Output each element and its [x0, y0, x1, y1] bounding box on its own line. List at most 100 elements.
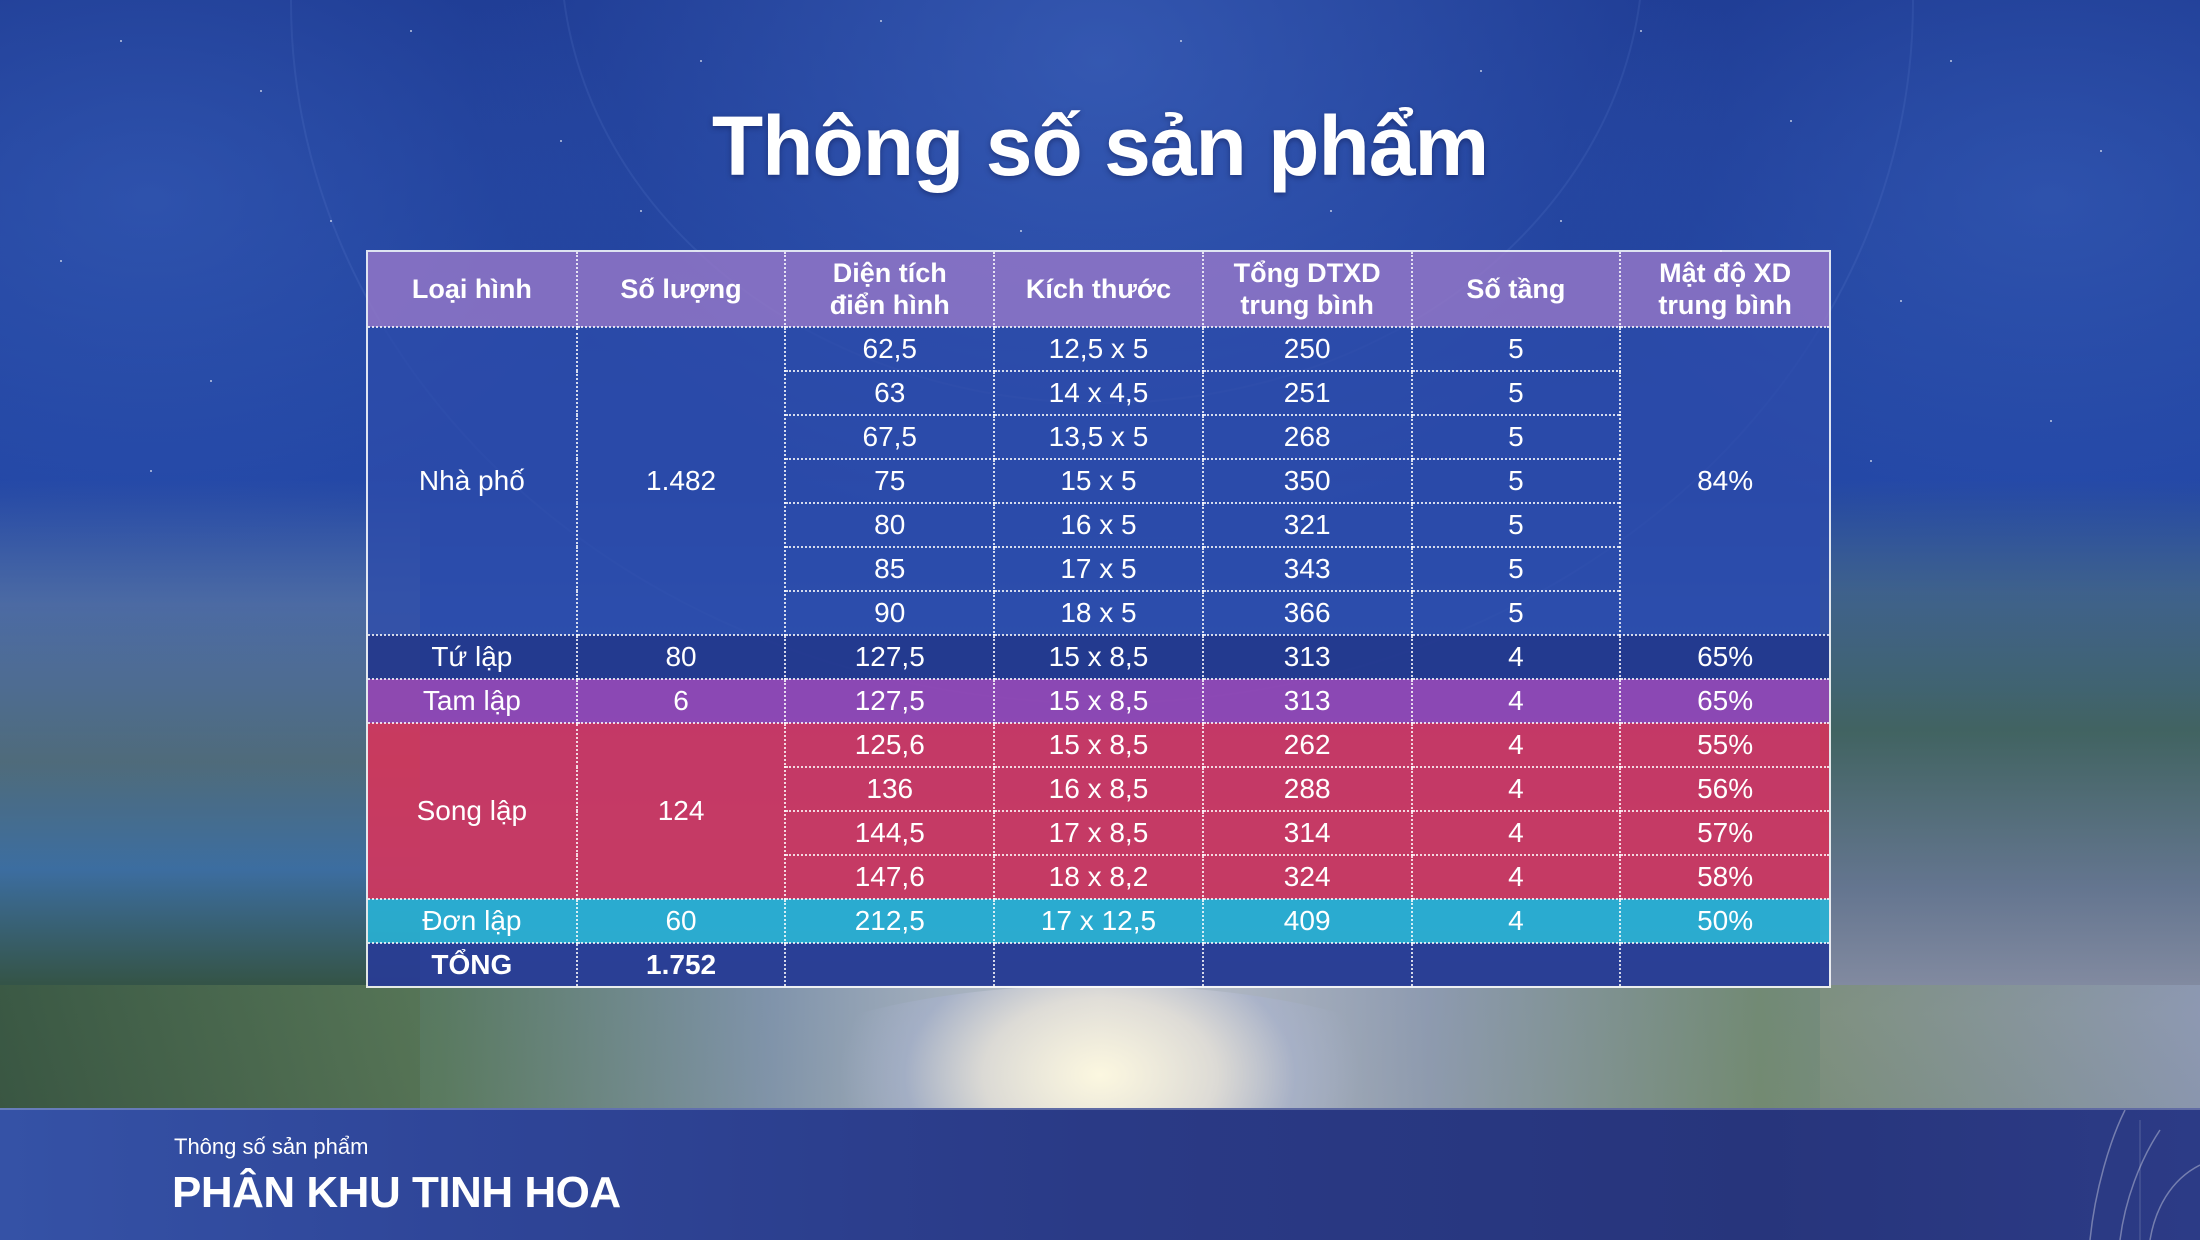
- cell-size: 14 x 4,5: [993, 370, 1204, 416]
- cell-size: 18 x 5: [993, 590, 1204, 636]
- cell-gfa: 251: [1201, 370, 1413, 416]
- cell-gfa: 262: [1201, 722, 1413, 768]
- cell-floors: 5: [1410, 502, 1621, 548]
- cell-size: 17 x 8,5: [993, 810, 1204, 856]
- footer-title: PHÂN KHU TINH HOA: [172, 1168, 621, 1217]
- product-spec-table: Loại hình Số lượng Diện tích điển hình Kí…: [368, 252, 1829, 986]
- cell-floors: 4: [1410, 854, 1622, 900]
- cell-gfa: 313: [1201, 678, 1413, 724]
- header-avg-density: Mật độ XD trung bình: [1619, 252, 1829, 328]
- cell-floors: 5: [1410, 414, 1621, 460]
- cell-type: Tam lập: [368, 678, 578, 724]
- cell-gfa: 288: [1201, 766, 1413, 812]
- cell-type: Nhà phố: [368, 326, 578, 636]
- footer-band: Thông số sản phẩm PHÂN KHU TINH HOA: [0, 1108, 2200, 1240]
- cell-area: 90: [785, 590, 996, 636]
- cell-quantity: 1.482: [575, 326, 787, 636]
- cell-area: 144,5: [785, 810, 996, 856]
- footer-subtitle: Thông số sản phẩm: [174, 1134, 369, 1159]
- cell-area: 80: [785, 502, 996, 548]
- cell-floors: 4: [1410, 678, 1622, 724]
- table-row: 80 16 x 5 321 5: [368, 502, 1829, 548]
- cell-floors: 4: [1410, 634, 1622, 680]
- cell-floors: 5: [1410, 458, 1621, 504]
- cell-area: 147,6: [785, 854, 996, 900]
- cell-area: 125,6: [784, 722, 996, 768]
- cell-type: Đơn lập: [368, 898, 578, 944]
- footer-line-art-icon: [2089, 1110, 2200, 1240]
- cell-density: 55%: [1619, 722, 1829, 768]
- cell-area: 62,5: [784, 326, 996, 372]
- header-dimensions: Kích thước: [993, 252, 1204, 328]
- cell-floors: 4: [1410, 722, 1622, 768]
- page-title: Thông số sản phẩm: [711, 99, 1489, 193]
- cell-gfa: 409: [1201, 898, 1413, 944]
- table-row: Tứ lập 80 127,5 15 x 8,5 313 4 65%: [368, 634, 1829, 680]
- cell-density: 65%: [1619, 678, 1829, 724]
- table-header-row: Loại hình Số lượng Diện tích điển hình Kí…: [368, 252, 1829, 328]
- table-row: 85 17 x 5 343 5: [368, 546, 1829, 592]
- cell-floors: 4: [1410, 766, 1622, 812]
- cell-density: 56%: [1619, 766, 1829, 812]
- header-type: Loại hình: [368, 252, 578, 328]
- cell-total-label: TỔNG: [368, 942, 578, 986]
- header-quantity: Số lượng: [575, 252, 787, 328]
- cell-area: 136: [785, 766, 996, 812]
- cell-floors: 5: [1410, 590, 1621, 636]
- cell-gfa: 321: [1201, 502, 1413, 548]
- cell-quantity: 124: [575, 722, 787, 900]
- cell-type: Tứ lập: [368, 634, 578, 680]
- cell-density: 58%: [1619, 854, 1829, 900]
- table-row: 63 14 x 4,5 251 5: [368, 370, 1829, 416]
- cell-size: 12,5 x 5: [993, 326, 1204, 372]
- cell-area: 212,5: [784, 898, 996, 944]
- table-row: 147,6 18 x 8,2 324 4 58%: [368, 854, 1829, 900]
- cell-empty: [1619, 942, 1829, 986]
- table-row: 75 15 x 5 350 5: [368, 458, 1829, 504]
- cell-size: 15 x 8,5: [993, 678, 1204, 724]
- cell-floors: 4: [1410, 898, 1622, 944]
- cell-gfa: 350: [1201, 458, 1413, 504]
- cell-density: 84%: [1619, 326, 1829, 636]
- cell-empty: [1201, 942, 1413, 986]
- cell-gfa: 250: [1201, 326, 1413, 372]
- table-row: 67,5 13,5 x 5 268 5: [368, 414, 1829, 460]
- cell-size: 16 x 5: [993, 502, 1204, 548]
- cell-area: 63: [785, 370, 996, 416]
- header-avg-gfa: Tổng DTXD trung bình: [1201, 252, 1413, 328]
- cell-size: 15 x 8,5: [993, 634, 1204, 680]
- cell-gfa: 314: [1201, 810, 1413, 856]
- cell-gfa: 268: [1201, 414, 1413, 460]
- cell-size: 15 x 5: [993, 458, 1204, 504]
- cell-empty: [1410, 942, 1622, 986]
- cell-floors: 5: [1410, 546, 1621, 592]
- cell-type: Song lập: [368, 722, 578, 900]
- cell-density: 50%: [1619, 898, 1829, 944]
- cell-size: 17 x 5: [993, 546, 1204, 592]
- cell-empty: [993, 942, 1204, 986]
- cell-area: 67,5: [785, 414, 996, 460]
- cell-quantity: 60: [575, 898, 787, 944]
- table-total-row: TỔNG 1.752: [368, 942, 1829, 986]
- cell-density: 57%: [1619, 810, 1829, 856]
- cell-floors: 5: [1410, 326, 1622, 372]
- cell-floors: 4: [1410, 810, 1622, 856]
- table-row: 144,5 17 x 8,5 314 4 57%: [368, 810, 1829, 856]
- table-row: Tam lập 6 127,5 15 x 8,5 313 4 65%: [368, 678, 1829, 724]
- cell-size: 16 x 8,5: [993, 766, 1204, 812]
- cell-gfa: 324: [1201, 854, 1413, 900]
- cell-gfa: 343: [1201, 546, 1413, 592]
- cell-size: 17 x 12,5: [993, 898, 1204, 944]
- table-row: Song lập 124 125,6 15 x 8,5 262 4 55%: [368, 722, 1829, 900]
- header-typical-area: Diện tích điển hình: [784, 252, 996, 328]
- cell-size: 18 x 8,2: [993, 854, 1204, 900]
- cell-area: 85: [785, 546, 996, 592]
- table-row: Nhà phố 1.482 62,5 12,5 x 5 250 5 84%: [368, 326, 1829, 636]
- cell-empty: [784, 942, 996, 986]
- header-floors: Số tầng: [1410, 252, 1622, 328]
- cell-quantity: 80: [575, 634, 787, 680]
- cell-size: 15 x 8,5: [993, 722, 1204, 768]
- cell-size: 13,5 x 5: [993, 414, 1204, 460]
- table-row: 90 18 x 5 366 5: [368, 590, 1829, 636]
- table-row: Đơn lập 60 212,5 17 x 12,5 409 4 50%: [368, 898, 1829, 944]
